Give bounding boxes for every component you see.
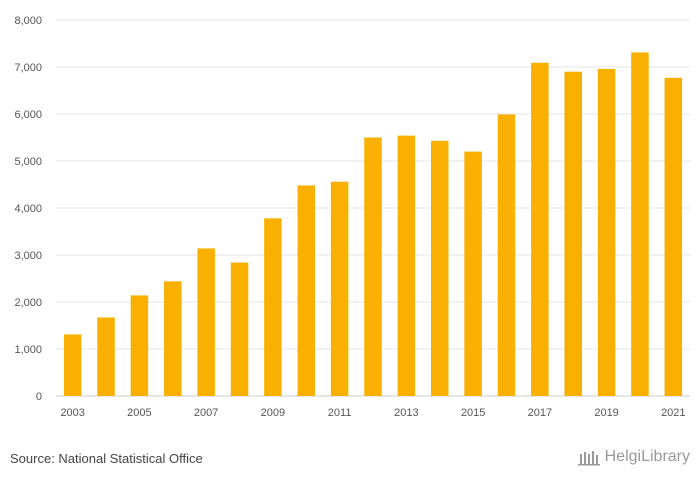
bar-2011[interactable] xyxy=(330,181,349,396)
bar-2006[interactable] xyxy=(164,281,182,396)
x-tick-label: 2011 xyxy=(328,407,352,419)
x-axis-ticks: 2003 2005 2007 2009 2011 2013 2015 2017 2019 2021 xyxy=(60,407,685,419)
helgi-library-logo[interactable]: HelgiLibrary xyxy=(577,448,690,466)
x-tick-label: 2021 xyxy=(661,407,685,419)
x-tick-label: 2007 xyxy=(194,407,218,419)
bar-2020[interactable] xyxy=(631,52,649,397)
bar-2007[interactable] xyxy=(197,248,215,396)
bar-2005[interactable] xyxy=(130,295,149,396)
y-tick-label: 1,000 xyxy=(14,344,42,356)
bars xyxy=(63,52,683,397)
bar-2010[interactable] xyxy=(297,185,316,396)
y-axis-ticks: 0 1,000 2,000 3,000 4,000 5,000 6,000 7,000 8,00… xyxy=(14,15,42,403)
x-tick-label: 2019 xyxy=(594,407,618,419)
bar-2004[interactable] xyxy=(97,317,115,396)
y-tick-label: 2,000 xyxy=(14,297,42,309)
y-tick-label: 0 xyxy=(36,391,42,403)
x-tick-label: 2013 xyxy=(394,407,418,419)
y-tick-label: 6,000 xyxy=(14,109,42,121)
bar-2013[interactable] xyxy=(397,135,416,396)
y-tick-label: 4,000 xyxy=(14,203,42,215)
bar-2012[interactable] xyxy=(364,137,382,397)
bar-chart: 0 1,000 2,000 3,000 4,000 5,000 6,000 7,000 8,00… xyxy=(14,15,690,419)
x-tick-label: 2015 xyxy=(461,407,485,419)
bar-2014[interactable] xyxy=(430,140,449,396)
x-tick-label: 2017 xyxy=(528,407,552,419)
bar-2009[interactable] xyxy=(264,218,282,396)
bar-2019[interactable] xyxy=(597,68,616,396)
x-tick-label: 2005 xyxy=(127,407,151,419)
footer: Source: National Statistical Office Helg… xyxy=(0,440,700,483)
source-note: Source: National Statistical Office xyxy=(10,451,203,466)
x-tick-label: 2003 xyxy=(60,407,84,419)
bar-2003[interactable] xyxy=(63,334,82,396)
bar-2016[interactable] xyxy=(497,114,516,396)
building-icon xyxy=(577,448,601,466)
bar-2018[interactable] xyxy=(564,71,582,396)
x-tick-label: 2009 xyxy=(261,407,285,419)
logo-text: HelgiLibrary xyxy=(604,448,690,465)
y-tick-label: 5,000 xyxy=(14,156,42,168)
bar-2015[interactable] xyxy=(464,151,482,396)
bar-2021[interactable] xyxy=(664,77,683,396)
y-tick-label: 3,000 xyxy=(14,250,42,262)
bar-2008[interactable] xyxy=(230,262,249,396)
bar-2017[interactable] xyxy=(531,62,549,397)
y-tick-label: 8,000 xyxy=(14,15,42,27)
y-tick-label: 7,000 xyxy=(14,62,42,74)
